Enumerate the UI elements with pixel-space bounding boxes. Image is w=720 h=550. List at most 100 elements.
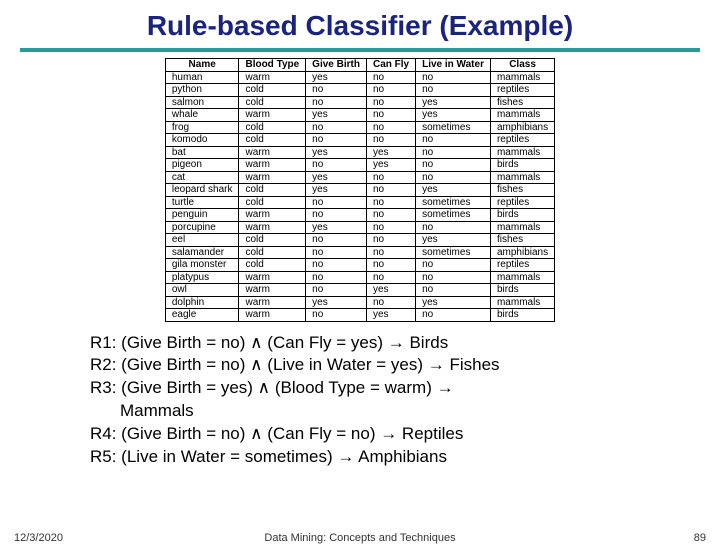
- table-cell: cold: [239, 246, 306, 259]
- table-cell: no: [306, 259, 367, 272]
- table-cell: dolphin: [165, 296, 239, 309]
- table-cell: no: [366, 171, 415, 184]
- table-header-row: Name Blood Type Give Birth Can Fly Live …: [165, 59, 554, 72]
- table-cell: cold: [239, 121, 306, 134]
- table-cell: no: [306, 121, 367, 134]
- table-cell: cold: [239, 259, 306, 272]
- table-cell: no: [366, 96, 415, 109]
- table-row: platypuswarmnononomammals: [165, 271, 554, 284]
- table-cell: eel: [165, 234, 239, 247]
- table-cell: no: [366, 134, 415, 147]
- table-cell: no: [306, 309, 367, 322]
- table-cell: warm: [239, 159, 306, 172]
- table-cell: no: [366, 71, 415, 84]
- table-cell: warm: [239, 146, 306, 159]
- table-cell: birds: [490, 284, 554, 297]
- table-cell: cold: [239, 134, 306, 147]
- table-cell: cold: [239, 184, 306, 197]
- table-cell: no: [416, 271, 491, 284]
- table-cell: amphibians: [490, 246, 554, 259]
- table-cell: gila monster: [165, 259, 239, 272]
- table-cell: yes: [416, 109, 491, 122]
- table-cell: bat: [165, 146, 239, 159]
- table-cell: no: [366, 271, 415, 284]
- table-cell: no: [416, 284, 491, 297]
- table-cell: yes: [306, 171, 367, 184]
- table-cell: no: [306, 284, 367, 297]
- table-cell: mammals: [490, 71, 554, 84]
- table-cell: penguin: [165, 209, 239, 222]
- table-cell: human: [165, 71, 239, 84]
- col-live-in-water: Live in Water: [416, 59, 491, 72]
- table-cell: no: [416, 159, 491, 172]
- table-cell: leopard shark: [165, 184, 239, 197]
- rule-4: R4: (Give Birth = no) ∧ (Can Fly = no) →…: [90, 423, 650, 446]
- table-cell: yes: [416, 234, 491, 247]
- table-cell: yes: [416, 184, 491, 197]
- table-cell: cat: [165, 171, 239, 184]
- table-cell: reptiles: [490, 259, 554, 272]
- slide: Rule-based Classifier (Example) Name Blo…: [0, 10, 720, 550]
- slide-title: Rule-based Classifier (Example): [0, 10, 720, 42]
- table-cell: reptiles: [490, 84, 554, 97]
- table-cell: cold: [239, 196, 306, 209]
- table-cell: warm: [239, 309, 306, 322]
- table-cell: pigeon: [165, 159, 239, 172]
- table-row: porcupinewarmyesnonomammals: [165, 221, 554, 234]
- table-cell: no: [366, 246, 415, 259]
- table-cell: no: [306, 196, 367, 209]
- table-cell: no: [306, 246, 367, 259]
- table-cell: yes: [306, 296, 367, 309]
- table-cell: yes: [366, 146, 415, 159]
- table-cell: frog: [165, 121, 239, 134]
- table-cell: warm: [239, 271, 306, 284]
- table-cell: mammals: [490, 171, 554, 184]
- table-cell: no: [306, 134, 367, 147]
- table-cell: mammals: [490, 146, 554, 159]
- table-row: leopard sharkcoldyesnoyesfishes: [165, 184, 554, 197]
- table-cell: no: [366, 109, 415, 122]
- table-cell: no: [306, 96, 367, 109]
- table-cell: no: [306, 84, 367, 97]
- table-cell: yes: [416, 296, 491, 309]
- table-cell: fishes: [490, 96, 554, 109]
- table-row: salamandercoldnonosometimesamphibians: [165, 246, 554, 259]
- table-cell: no: [366, 184, 415, 197]
- table-cell: sometimes: [416, 246, 491, 259]
- table-cell: warm: [239, 109, 306, 122]
- table-row: eelcoldnonoyesfishes: [165, 234, 554, 247]
- table-cell: no: [416, 146, 491, 159]
- table-cell: whale: [165, 109, 239, 122]
- table-row: pythoncoldnononoreptiles: [165, 84, 554, 97]
- col-name: Name: [165, 59, 239, 72]
- footer-center: Data Mining: Concepts and Techniques: [0, 532, 720, 544]
- table-cell: owl: [165, 284, 239, 297]
- table-cell: no: [366, 196, 415, 209]
- table-cell: reptiles: [490, 196, 554, 209]
- rule-1: R1: (Give Birth = no) ∧ (Can Fly = yes) …: [90, 332, 650, 355]
- table-cell: no: [416, 84, 491, 97]
- table-row: penguinwarmnonosometimesbirds: [165, 209, 554, 222]
- table-cell: no: [416, 259, 491, 272]
- table-cell: warm: [239, 296, 306, 309]
- table-cell: warm: [239, 284, 306, 297]
- table-cell: warm: [239, 209, 306, 222]
- table-cell: yes: [366, 284, 415, 297]
- rule-2: R2: (Give Birth = no) ∧ (Live in Water =…: [90, 354, 650, 377]
- table-cell: cold: [239, 84, 306, 97]
- table-cell: porcupine: [165, 221, 239, 234]
- table-head: Name Blood Type Give Birth Can Fly Live …: [165, 59, 554, 72]
- table-cell: salmon: [165, 96, 239, 109]
- table-row: eaglewarmnoyesnobirds: [165, 309, 554, 322]
- table-row: dolphinwarmyesnoyesmammals: [165, 296, 554, 309]
- table-row: salmoncoldnonoyesfishes: [165, 96, 554, 109]
- table-cell: no: [416, 171, 491, 184]
- table-cell: warm: [239, 171, 306, 184]
- table-cell: mammals: [490, 296, 554, 309]
- table-cell: no: [366, 84, 415, 97]
- table-cell: eagle: [165, 309, 239, 322]
- table-cell: yes: [306, 109, 367, 122]
- table-cell: sometimes: [416, 196, 491, 209]
- table-cell: turtle: [165, 196, 239, 209]
- col-blood-type: Blood Type: [239, 59, 306, 72]
